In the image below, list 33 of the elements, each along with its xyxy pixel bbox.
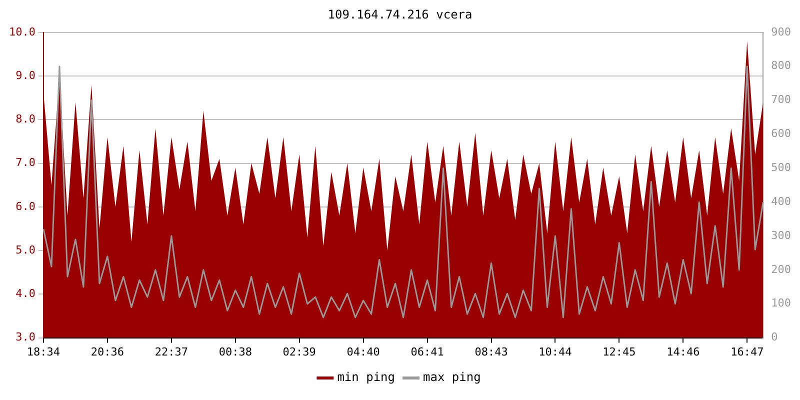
legend-label: max ping (423, 370, 481, 384)
x-tick-label: 08:43 (474, 345, 508, 358)
x-tick-label: 18:34 (26, 345, 60, 358)
y-tick-label: 9.0 (16, 68, 36, 82)
y-tick-label: 4.0 (16, 287, 36, 300)
y2-tick-label: 400 (771, 194, 792, 208)
y-tick-label: 10.0 (8, 25, 36, 38)
y-tick-label: 3.0 (16, 330, 36, 344)
x-tick-label: 10:44 (538, 345, 572, 358)
y2-tick-label: 800 (771, 59, 792, 72)
x-tick-label: 22:37 (154, 345, 188, 358)
y2-tick-label: 200 (771, 262, 792, 276)
x-tick-label: 16:47 (730, 345, 764, 358)
y2-tick-label: 0 (771, 330, 778, 344)
x-tick-label: 06:41 (410, 345, 444, 358)
x-tick-label: 20:36 (90, 345, 124, 358)
y2-tick-label: 600 (771, 127, 792, 140)
x-tick-label: 14:46 (666, 345, 700, 358)
y-tick-label: 8.0 (16, 112, 36, 126)
y2-tick-label: 900 (771, 25, 792, 38)
x-tick-label: 12:45 (602, 345, 636, 358)
y-tick-label: 5.0 (16, 243, 36, 256)
legend-label: min ping (337, 370, 395, 384)
y2-tick-label: 100 (771, 296, 792, 310)
y2-tick-label: 500 (771, 160, 792, 174)
x-tick-label: 02:39 (282, 345, 316, 358)
x-tick-label: 04:40 (346, 345, 380, 358)
x-tick-label: 00:38 (218, 345, 252, 358)
chart-title: 109.164.74.216 vcera (328, 7, 472, 22)
y-tick-label: 6.0 (16, 200, 36, 213)
y-tick-label: 7.0 (16, 156, 36, 170)
y2-tick-label: 700 (771, 93, 792, 106)
y2-tick-label: 300 (771, 228, 792, 242)
